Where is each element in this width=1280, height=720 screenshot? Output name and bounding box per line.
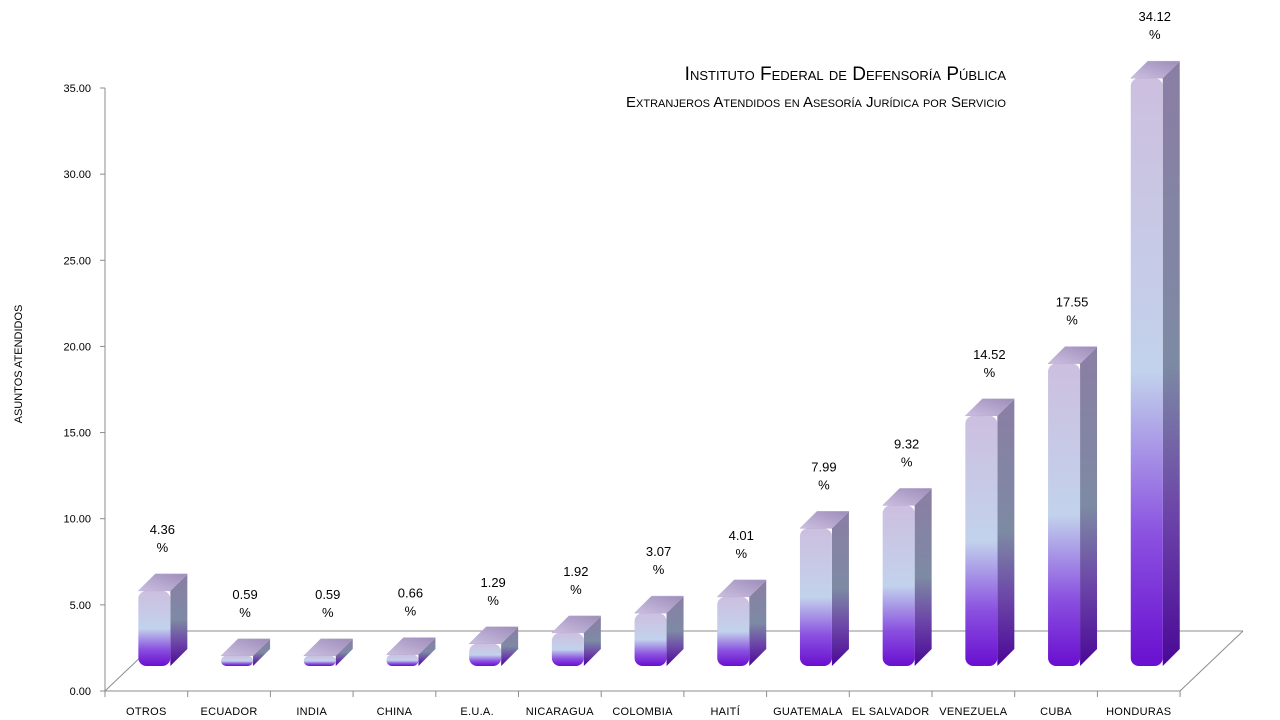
y-tick-label: 25.00	[63, 255, 91, 267]
category-label: COLOMBIA	[612, 706, 673, 718]
bar-top	[551, 615, 602, 634]
y-tick-label: 10.00	[63, 514, 91, 526]
bar-front	[882, 505, 915, 666]
bar-top	[717, 579, 767, 598]
data-label: 34.12%	[1138, 9, 1171, 42]
bar-front	[717, 596, 750, 666]
bar-otros	[138, 573, 188, 666]
bar-front	[1048, 363, 1081, 666]
data-label: 1.92%	[563, 564, 588, 597]
chart-subtitle: Extranjeros Atendidos en Asesoría Jurídi…	[626, 94, 1006, 111]
data-label: 0.66%	[398, 586, 423, 619]
bar-colombia	[634, 595, 684, 666]
bar-top	[799, 511, 850, 529]
data-labels: 4.36 % 0.59 % 0.59 % 0.66 % 1.29 % 1.92 % 3.07 % 4.01%…	[150, 9, 1171, 620]
bar-front	[386, 654, 419, 666]
data-label: 0.59%	[232, 587, 257, 620]
bar-front	[221, 655, 254, 666]
bar-front	[799, 528, 832, 666]
data-label: 0.59%	[315, 587, 340, 620]
x-axis-ticks	[104, 691, 1181, 697]
floor-right-edge	[1179, 630, 1244, 692]
category-label: GUATEMALA	[773, 706, 843, 718]
bar-honduras	[1130, 60, 1180, 667]
bar-e-u-a-	[468, 626, 519, 666]
bar-side	[253, 638, 271, 666]
data-label: 9.32%	[894, 436, 919, 469]
y-tick-label: 20.00	[63, 341, 91, 353]
category-label: HAITÍ	[710, 705, 740, 718]
category-label: CHINA	[377, 706, 413, 718]
category-label: INDIA	[296, 706, 327, 718]
category-label: VENEZUELA	[939, 706, 1007, 718]
bar-side	[170, 573, 188, 666]
bar-front	[634, 613, 667, 666]
bar-side	[418, 637, 436, 666]
bar-venezuela	[965, 398, 1015, 666]
data-label: 4.01%	[729, 528, 754, 561]
y-tick-label: 35.00	[63, 83, 91, 95]
bar-front	[965, 415, 998, 666]
bar-side	[749, 579, 767, 666]
bar-front	[1130, 78, 1163, 667]
category-label: ECUADOR	[200, 706, 257, 718]
category-label: CUBA	[1040, 706, 1072, 718]
bar-front	[551, 632, 584, 666]
bar-guatemala	[799, 511, 850, 666]
bar-hait-	[717, 579, 767, 666]
category-label: EL SALVADOR	[852, 706, 930, 718]
category-label: HONDURAS	[1106, 706, 1171, 718]
data-label: 7.99%	[811, 459, 836, 492]
bar-top	[220, 638, 271, 657]
y-axis-label: ASUNTOS ATENDIDOS	[13, 305, 25, 424]
bar-top	[303, 638, 353, 657]
bar-cuba	[1047, 346, 1098, 666]
category-label: OTROS	[126, 706, 167, 718]
bar-side	[666, 596, 684, 666]
y-axis-ticks: 0.00 5.00 10.00 15.00 20.00 25.00 30.00 35.00	[63, 83, 105, 698]
bar-side	[501, 626, 519, 666]
bar-china	[386, 637, 436, 666]
bar-top	[965, 398, 1015, 417]
bar-front	[303, 655, 336, 666]
category-label: NICARAGUA	[526, 706, 594, 718]
category-label: E.U.A.	[460, 706, 494, 718]
bar-top	[1130, 60, 1180, 79]
y-tick-label: 5.00	[70, 600, 91, 612]
bar-nicaragua	[551, 615, 602, 666]
bar-top	[468, 626, 519, 645]
data-label: 17.55%	[1056, 295, 1089, 328]
bar-front	[469, 643, 502, 666]
data-label: 4.36%	[150, 522, 175, 555]
bar-top	[634, 595, 684, 614]
bar-side	[997, 398, 1015, 666]
data-label: 14.52%	[973, 347, 1006, 380]
category-labels: OTROS ECUADOR INDIA CHINA E.U.A. NICARAGUA COL…	[126, 705, 1171, 718]
chart-title: Instituto Federal de Defensoría Pública	[685, 64, 1007, 85]
bar-india	[303, 638, 353, 666]
y-tick-label: 30.00	[63, 169, 91, 181]
data-label: 1.29%	[480, 575, 505, 608]
bar-el-salvador	[882, 488, 932, 666]
bar-side	[335, 638, 353, 666]
bar-series	[138, 60, 1180, 667]
bar-top	[386, 637, 436, 655]
bar-side	[1080, 346, 1098, 666]
data-label: 3.07%	[646, 544, 671, 577]
bar-top	[138, 573, 188, 592]
bar-top	[1047, 346, 1098, 364]
bar-side	[914, 488, 932, 666]
bar-side	[831, 511, 849, 666]
y-tick-label: 0.00	[70, 686, 91, 698]
bar-side	[583, 615, 601, 666]
bar-side	[1162, 61, 1180, 667]
y-tick-label: 15.00	[63, 428, 91, 440]
bar-front	[138, 590, 171, 666]
bar-ecuador	[220, 638, 271, 666]
bar-top	[882, 488, 932, 506]
